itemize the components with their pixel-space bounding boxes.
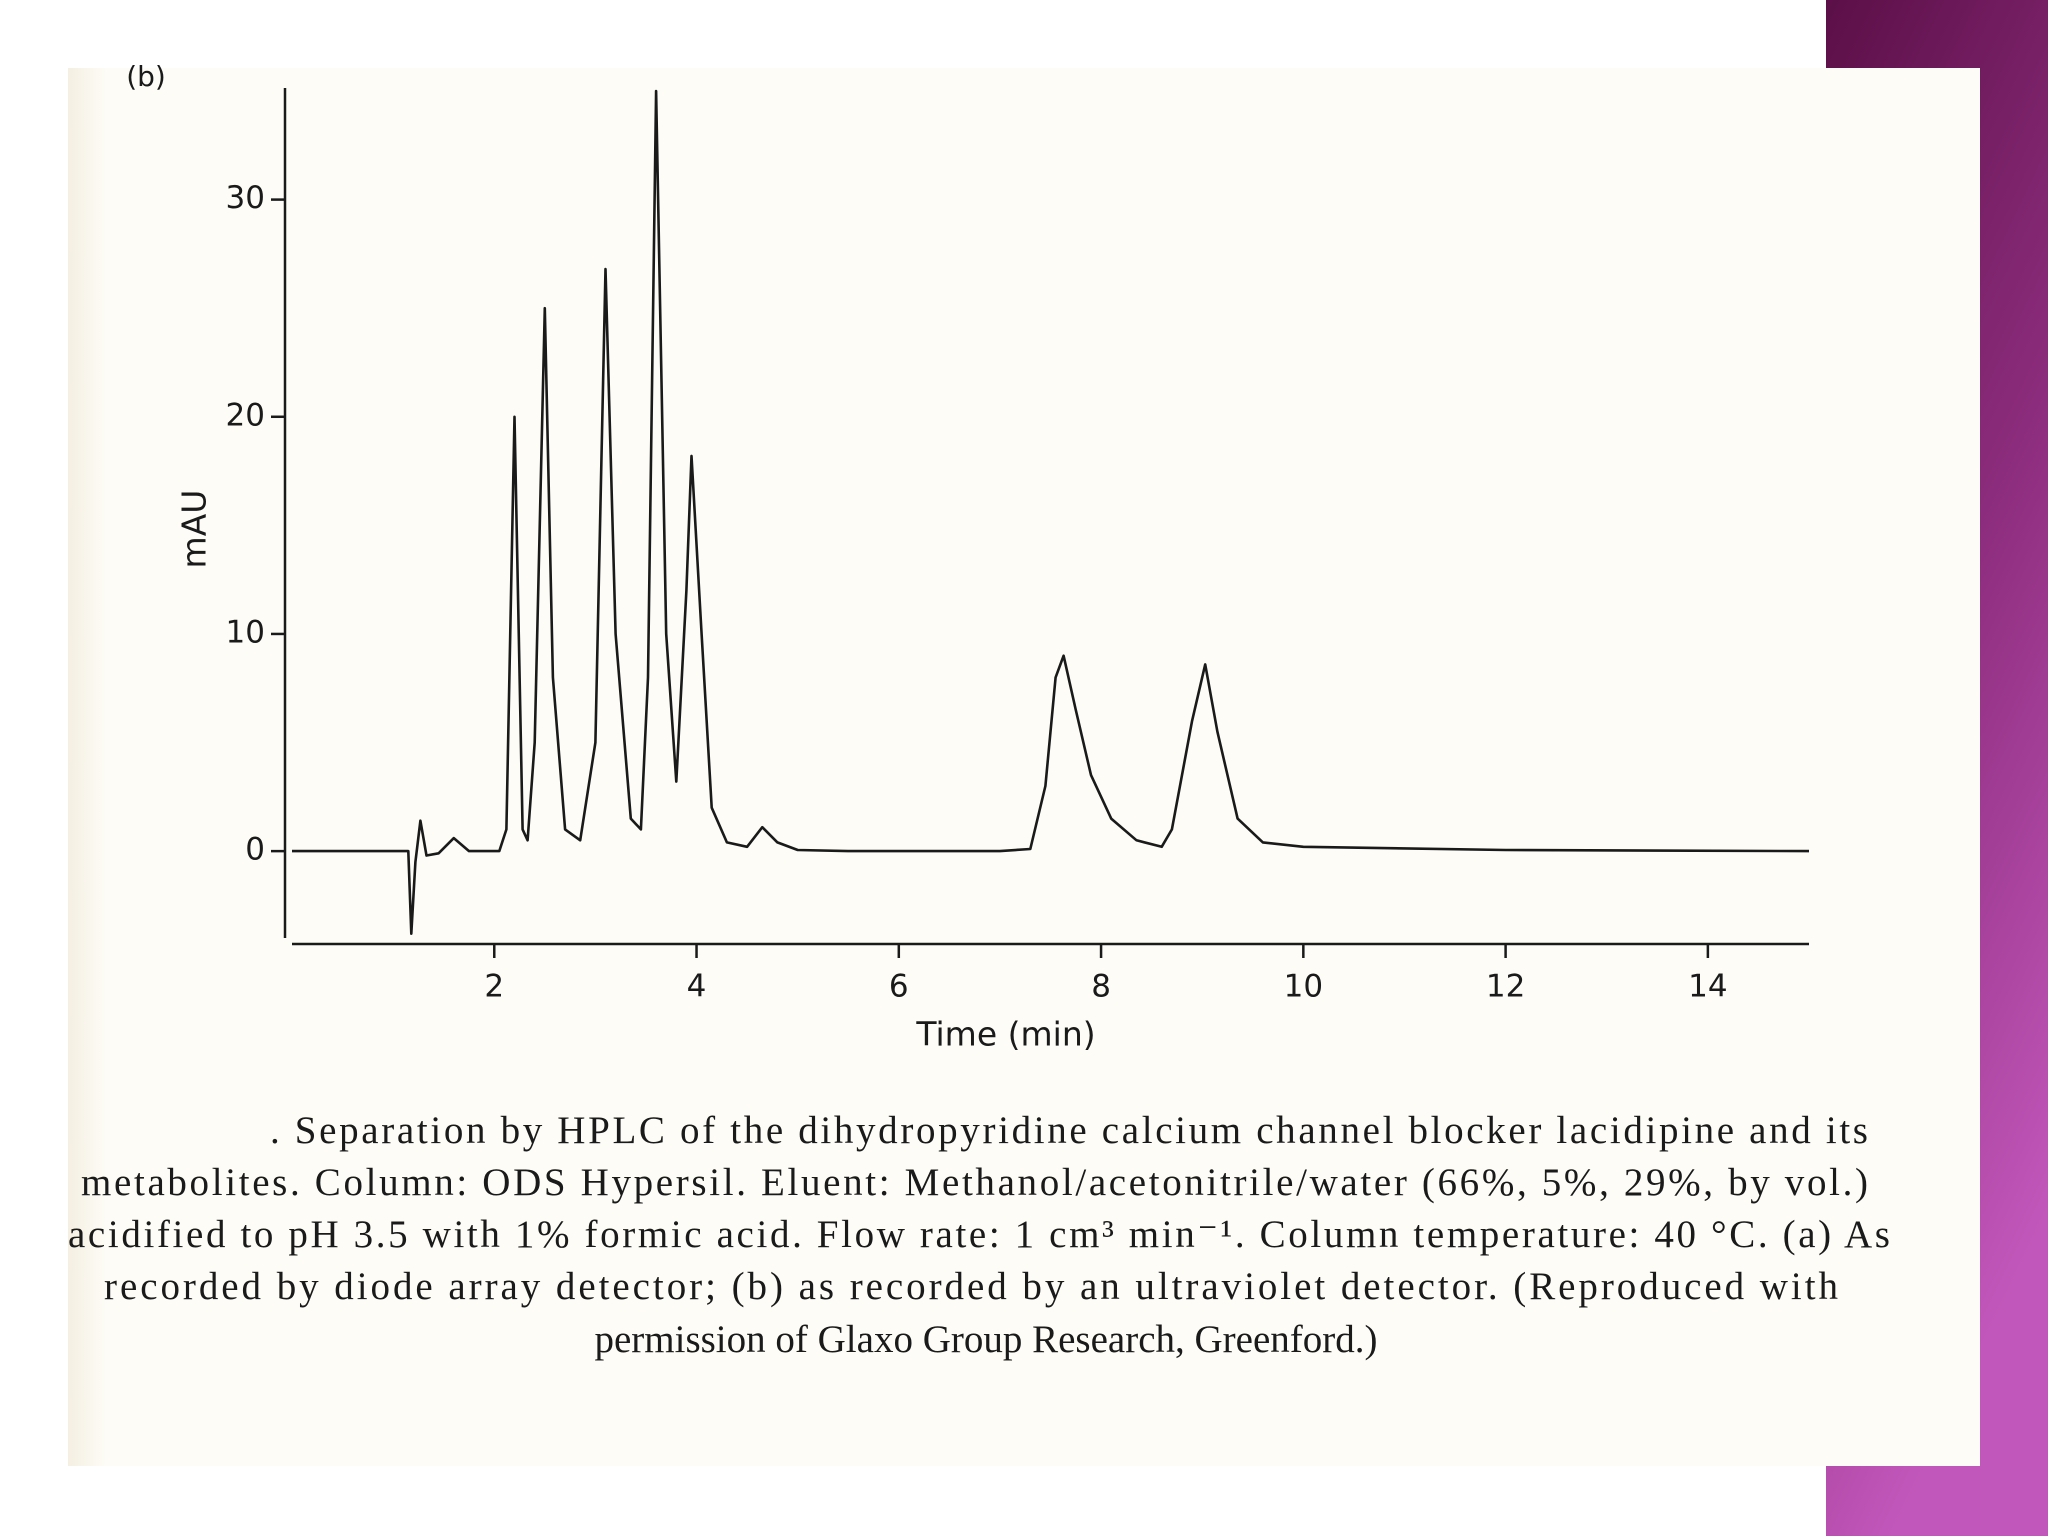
x-tick-label: 4 [687,969,707,1005]
y-tick-label: 10 [226,614,265,650]
caption-line: acidified to pH 3.5 with 1% formic acid.… [68,1213,1890,1256]
x-tick-label: 8 [1091,969,1111,1005]
y-tick-label: 0 [245,832,265,868]
caption-line: recorded by diode array detector; (b) as… [104,1265,1838,1308]
trace [292,89,1810,935]
caption-line: metabolites. Column: ODS Hypersil. Eluen… [81,1161,1868,1204]
x-tick-label: 12 [1486,969,1525,1005]
caption-line: permission of Glaxo Group Research, Gree… [594,1318,1377,1361]
chart: (b) Time (min) mAU 0 10 20 30 2 4 6 8 10 12 14 [126,60,1810,1054]
x-tick-label: 14 [1688,969,1727,1005]
y-tick-label: 20 [226,397,265,433]
y-axis-title: mAU [175,490,214,569]
scan [68,68,1980,1466]
x-tick-label: 2 [484,969,504,1005]
caption: . Separation by HPLC of the dihydropyrid… [68,1109,1890,1361]
y-tick-label: 30 [226,180,265,216]
panel-label: (b) [126,60,166,93]
x-tick-label: 6 [889,969,909,1005]
caption-line: . Separation by HPLC of the dihydropyrid… [270,1109,1868,1152]
x-tick-label: 10 [1284,969,1323,1005]
x-axis-title: Time (min) [915,1015,1095,1054]
